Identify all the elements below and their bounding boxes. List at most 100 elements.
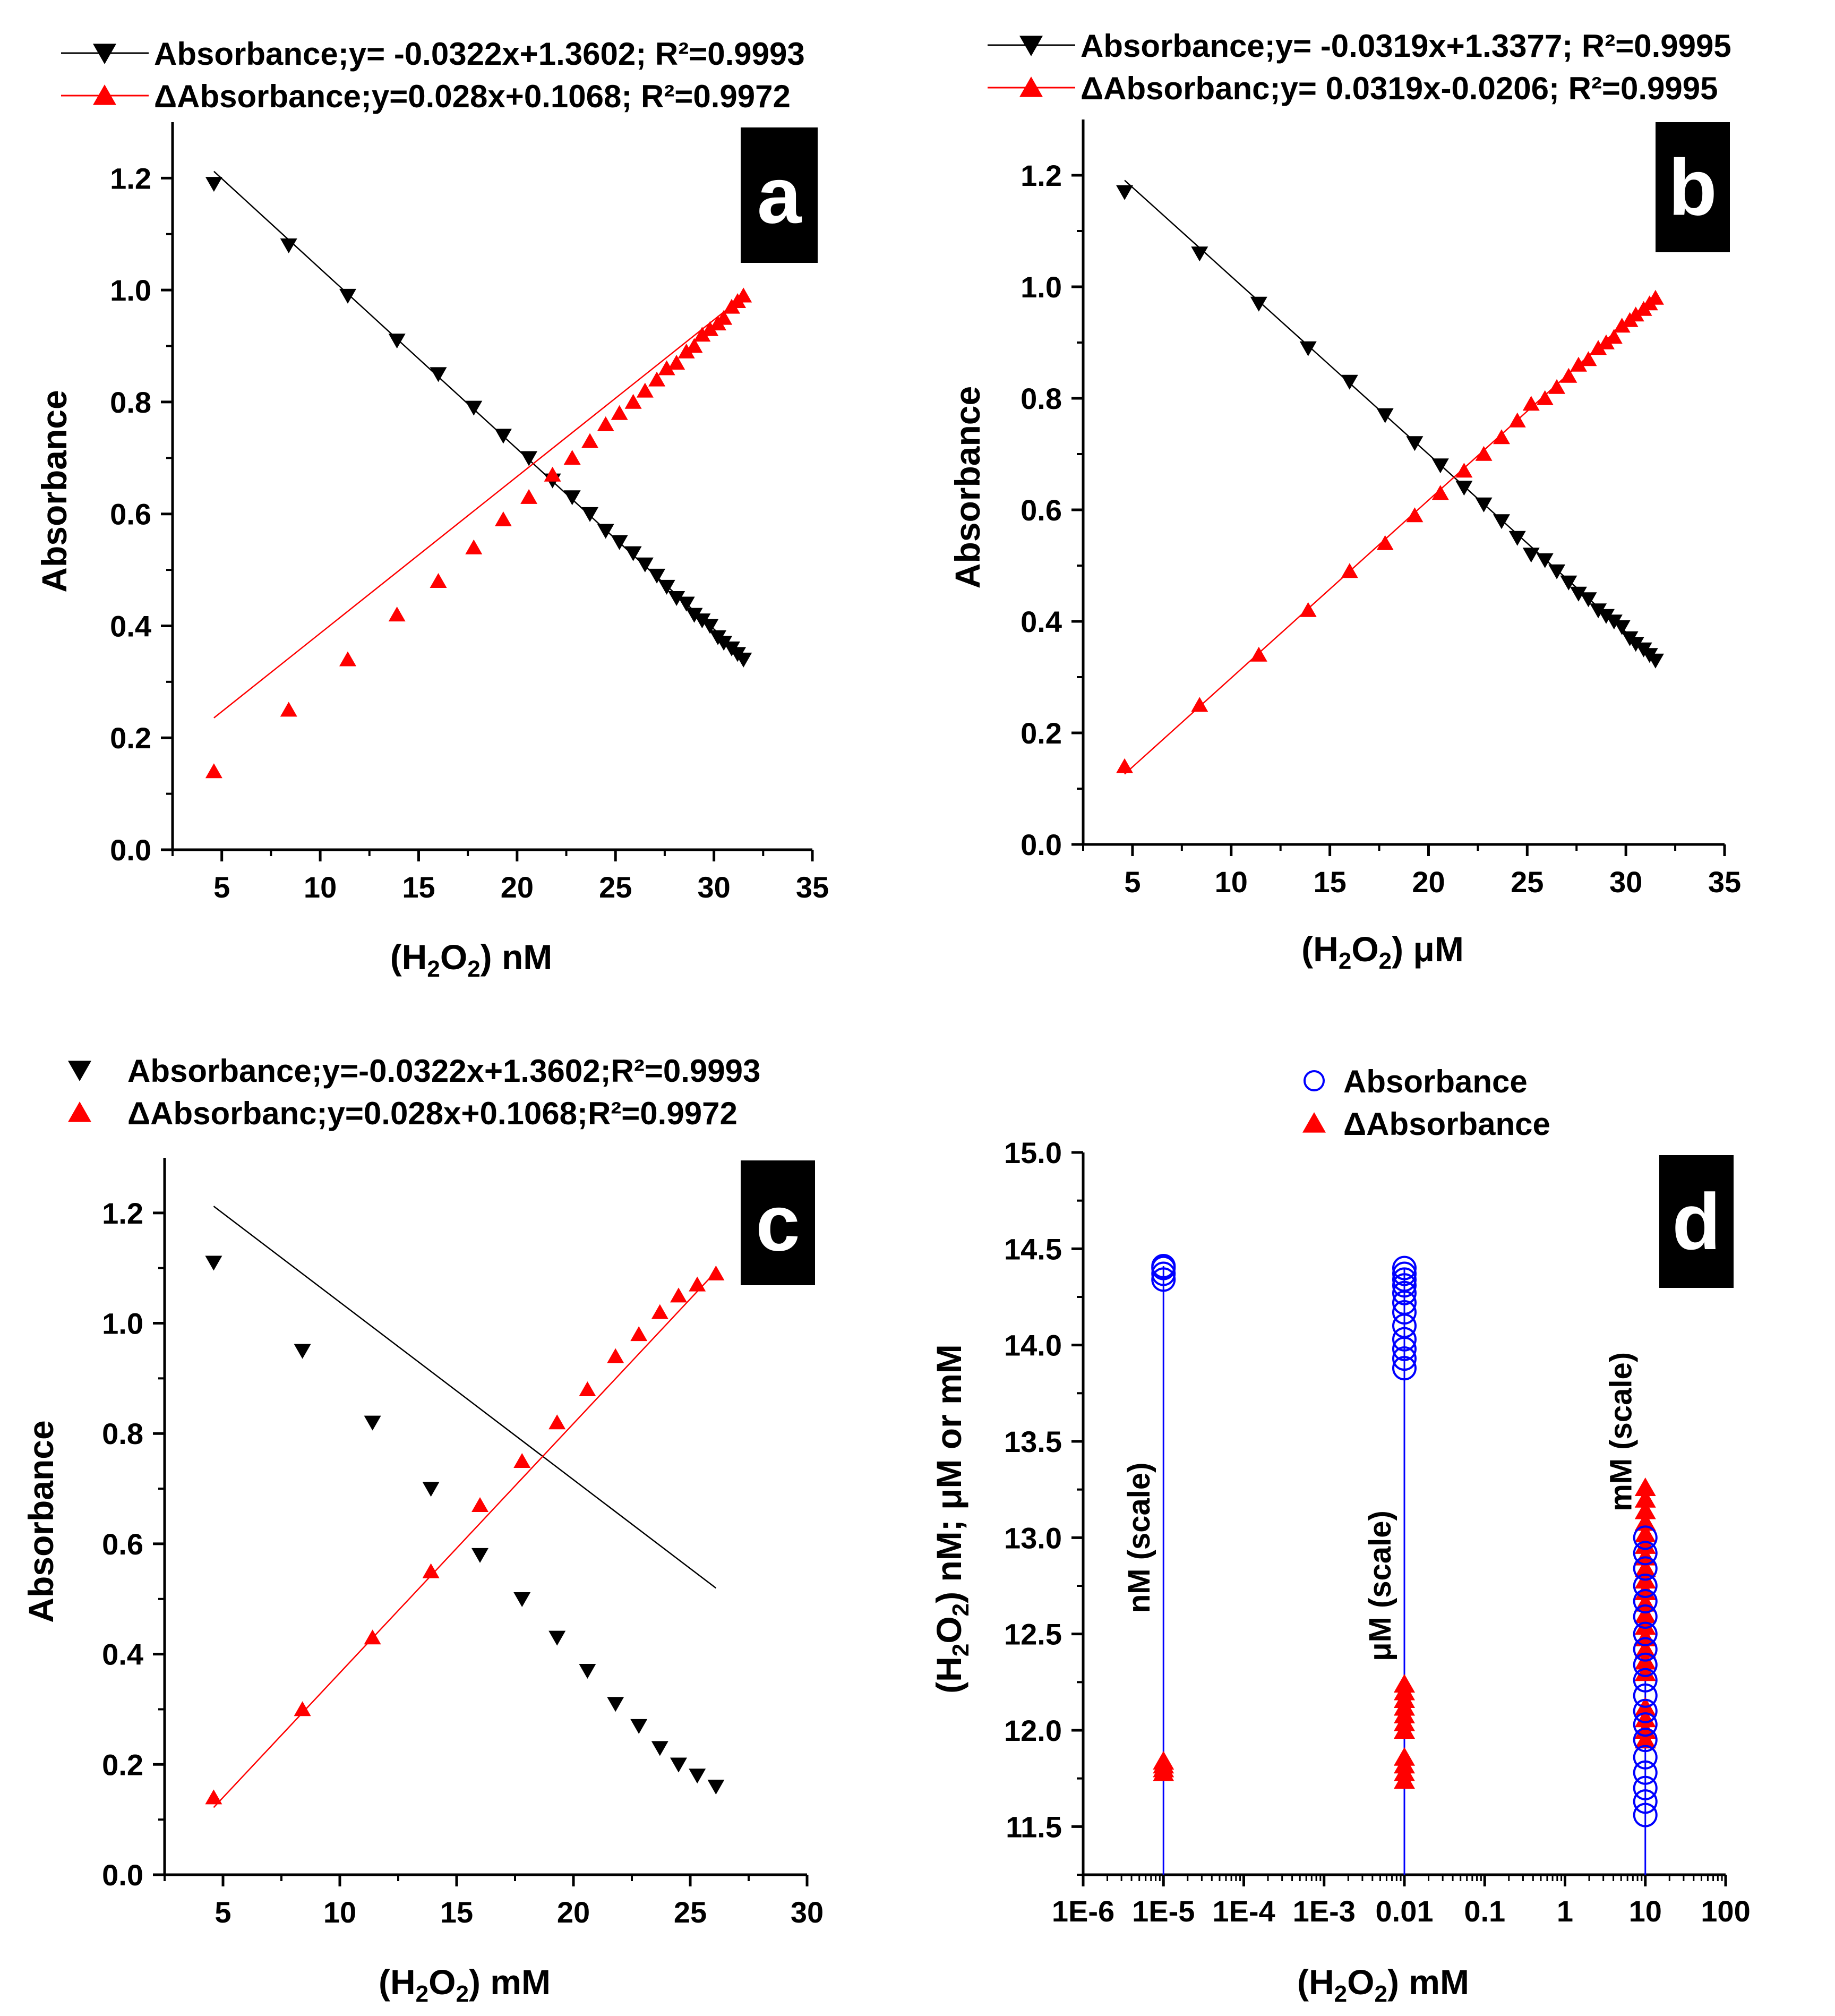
panel-a-series-1-point (693, 327, 711, 342)
panel-d-xtick-label: 1E-5 (1132, 1894, 1195, 1928)
panel-b-xtick-label: 25 (1511, 865, 1544, 899)
panel-a-series-0-point (388, 334, 406, 349)
panel-b-series-1-point (1116, 758, 1134, 773)
panel-d-series-1-point (1634, 1477, 1656, 1497)
panel-d-series-1-point (1634, 1512, 1656, 1531)
panel-c-legend-label-0: Absorbance;y=-0.0322x+1.3602;R²=0.9993 (127, 1053, 760, 1089)
panel-b-series-1-point (1647, 289, 1664, 305)
panel-b-series-1-point (1580, 351, 1597, 366)
panel-a-ytick-label: 1.0 (110, 274, 151, 307)
panel-b-ytick-label: 0.0 (1021, 828, 1062, 861)
panel-b-letter: b (1668, 143, 1717, 232)
panel-d-series-1-point (1634, 1558, 1656, 1577)
panel-c-series-0-point (689, 1769, 706, 1784)
panel-b-series-0-point (1341, 374, 1358, 390)
panel-a-series-0-point (685, 608, 703, 623)
panel-d-xtick-label: 1E-4 (1212, 1894, 1275, 1928)
panel-c-series-1-point (548, 1414, 566, 1430)
panel-a-series-0-point (563, 490, 581, 506)
panel-b-series-1-point (1376, 535, 1394, 550)
panel-b-series-1-point (1341, 563, 1358, 578)
panel-a-series-0-point (658, 579, 675, 595)
panel-c-series-1-point (579, 1381, 596, 1396)
panel-a-series-1-point (735, 287, 752, 303)
panel-b-y-axis-title: Absorbance (948, 386, 987, 588)
panel-a-series-0-point (430, 367, 447, 382)
panel-d-legend-marker-1 (1302, 1112, 1326, 1133)
panel-b-ytick-label: 0.2 (1021, 716, 1062, 750)
panel-b-letter-badge (1656, 122, 1730, 252)
panel-c-series-0-point (651, 1741, 668, 1756)
panel-a-series-1-fit-line (213, 295, 744, 719)
panel-b-series-0-point (1536, 553, 1554, 568)
panel-b-legend-marker-1 (1019, 76, 1043, 97)
panel-b-series-1-point (1522, 396, 1540, 411)
panel-d-series-0-point (1151, 1253, 1176, 1278)
panel-b-series-1-point (1536, 390, 1554, 405)
panel-a-series-0-point (668, 591, 685, 606)
panel-b-series-0-point (1455, 481, 1473, 496)
panel-a-series-1-point (494, 511, 512, 527)
panel-b-ytick-label: 0.4 (1021, 605, 1062, 638)
panel-a-ytick-label: 0.8 (110, 386, 151, 419)
panel-d-ytick-label: 12.5 (1004, 1618, 1062, 1651)
panel-d-series-0-point (1633, 1789, 1658, 1814)
panel-b-series-0-point (1406, 436, 1424, 451)
panel-a-series-0-point (678, 596, 695, 612)
panel-d-ytick-label: 11.5 (1006, 1810, 1062, 1843)
panel-a-series-0-point (636, 557, 654, 573)
panel-c-series-0-point (548, 1630, 566, 1646)
panel-c-y-axis-title: Absorbance (21, 1420, 61, 1622)
panel-a-xtick-label: 10 (304, 870, 337, 904)
panel-a-ytick-label: 1.2 (110, 161, 151, 195)
panel-c-xtick-label: 30 (791, 1895, 824, 1929)
panel-d-series-1-point (1634, 1547, 1656, 1566)
panel-b-series-1-point (1590, 340, 1607, 355)
panel-c-legend-marker-0 (68, 1061, 91, 1081)
panel-a-legend-marker-0 (93, 44, 116, 64)
panel-d-series-0-point (1633, 1803, 1658, 1827)
panel-c-ytick-label: 0.8 (102, 1417, 143, 1450)
panel-b-series-0-point (1580, 592, 1597, 608)
panel-a-series-1-point (520, 489, 538, 504)
panel-a-x-axis-title: (H2O2) nM (390, 937, 553, 982)
panel-c-series-1-point (670, 1287, 687, 1303)
panel-d-series-1-point (1634, 1535, 1656, 1554)
panel-a-series-0-point (597, 524, 614, 539)
panel-b-ytick-label: 1.2 (1021, 159, 1062, 192)
panel-d-series-1-point (1634, 1730, 1656, 1749)
panel-c-series-0-point (607, 1697, 624, 1712)
panel-a-xtick-label: 30 (697, 870, 730, 904)
panel-b-series-0-point (1522, 548, 1540, 563)
panel-d-series-0-point (1633, 1728, 1658, 1753)
panel-a-series-1-point (597, 416, 614, 431)
panel-d-xtick-label: 1 (1557, 1894, 1573, 1928)
panel-b-series-0-point (1548, 564, 1566, 579)
panel-a-series-1-point (668, 354, 685, 370)
panel-d-series-1-point (1394, 1673, 1415, 1693)
panel-c-series-1-point (294, 1701, 311, 1716)
panel-d-series-1-point (1394, 1747, 1415, 1766)
panel-d-series-0-point (1151, 1267, 1176, 1292)
panel-d-series-0-point (1633, 1589, 1658, 1614)
panel-a-series-0-point (715, 636, 733, 651)
panel-b-series-1-point (1455, 463, 1473, 478)
panel-d-series-0-point (1392, 1300, 1417, 1325)
panel-c-series-1-point (471, 1497, 488, 1513)
panel-d-x-axis-title: (H2O2) mM (1297, 1962, 1469, 2007)
panel-c-ytick-label: 0.4 (102, 1638, 143, 1671)
panel-b-xtick-label: 20 (1412, 865, 1445, 899)
panel-d-series-0-point (1392, 1261, 1417, 1286)
panel-d-series-0-point (1633, 1525, 1658, 1550)
panel-a-series-0-point (581, 507, 599, 522)
panel-a-series-0-point (693, 613, 711, 629)
panel-b-x-axis-title: (H2O2) μM (1301, 929, 1464, 974)
panel-c-xtick-label: 5 (215, 1895, 231, 1929)
panel-b-legend-label-1: ΔAbsorbanc;y= 0.0319x-0.0206; R²=0.9995 (1081, 71, 1718, 106)
panel-d-ytick-label: 12.0 (1004, 1714, 1062, 1747)
panel-a-series-1-point (339, 651, 356, 667)
panel-a-series-0-point (624, 546, 642, 561)
panel-a-legend-label-1: ΔAbsorbance;y=0.028x+0.1068; R²=0.9972 (154, 79, 791, 114)
panel-d-ytick-label: 14.5 (1004, 1232, 1062, 1266)
panel-a-series-1-point (465, 539, 483, 554)
